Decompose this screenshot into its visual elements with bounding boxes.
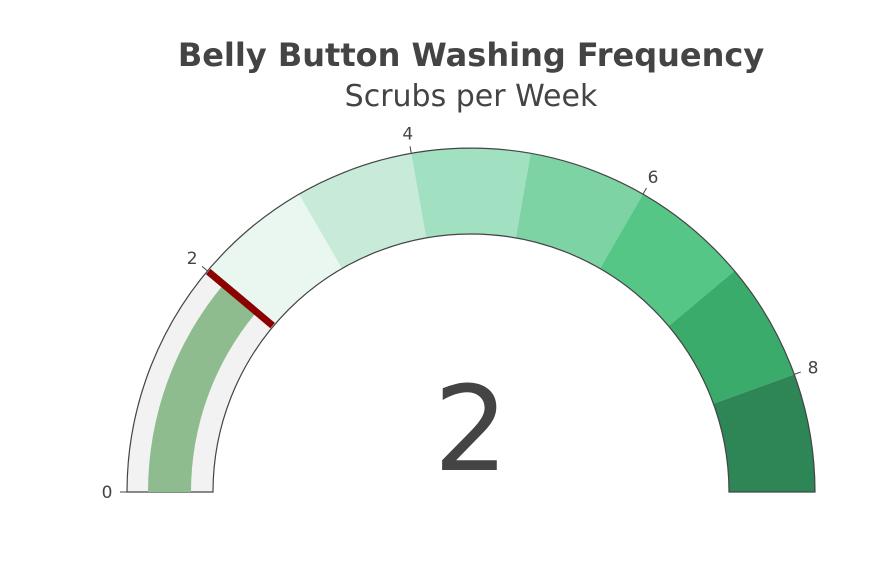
- gauge-tick-label-6: 6: [648, 168, 659, 188]
- gauge-ticks: 0 2 4 6 8: [102, 125, 819, 503]
- gauge-step-8: [668, 270, 795, 404]
- gauge-value: 2: [433, 360, 508, 498]
- gauge-tick-2: [201, 265, 208, 272]
- gauge-outline: [126, 147, 816, 493]
- gauge-step-9: [713, 374, 815, 492]
- gauge-tick-label-0: 0: [102, 483, 113, 503]
- gauge-tick-8: [794, 371, 802, 375]
- gauge-tick-label-4: 4: [402, 125, 413, 145]
- gauge-step-4: [299, 153, 427, 269]
- gauge-step-5: [411, 148, 531, 238]
- chart-subtitle: Scrubs per Week: [345, 79, 598, 114]
- gauge-tick-label-2: 2: [187, 249, 198, 269]
- gauge-value-bar: [148, 284, 257, 492]
- chart-title: Belly Button Washing Frequency: [178, 36, 765, 74]
- gauge-step-3: [207, 194, 342, 327]
- gauge-tick-6: [642, 187, 647, 195]
- gauge-tick-label-8: 8: [808, 359, 819, 379]
- gauge-tick-4: [409, 146, 412, 154]
- gauge-threshold-layer: [205, 268, 275, 329]
- gauge-bar-layer: [148, 284, 257, 492]
- gauge-threshold-line: [205, 268, 275, 329]
- gauge-step-7: [600, 194, 735, 327]
- gauge-step-6: [515, 153, 643, 269]
